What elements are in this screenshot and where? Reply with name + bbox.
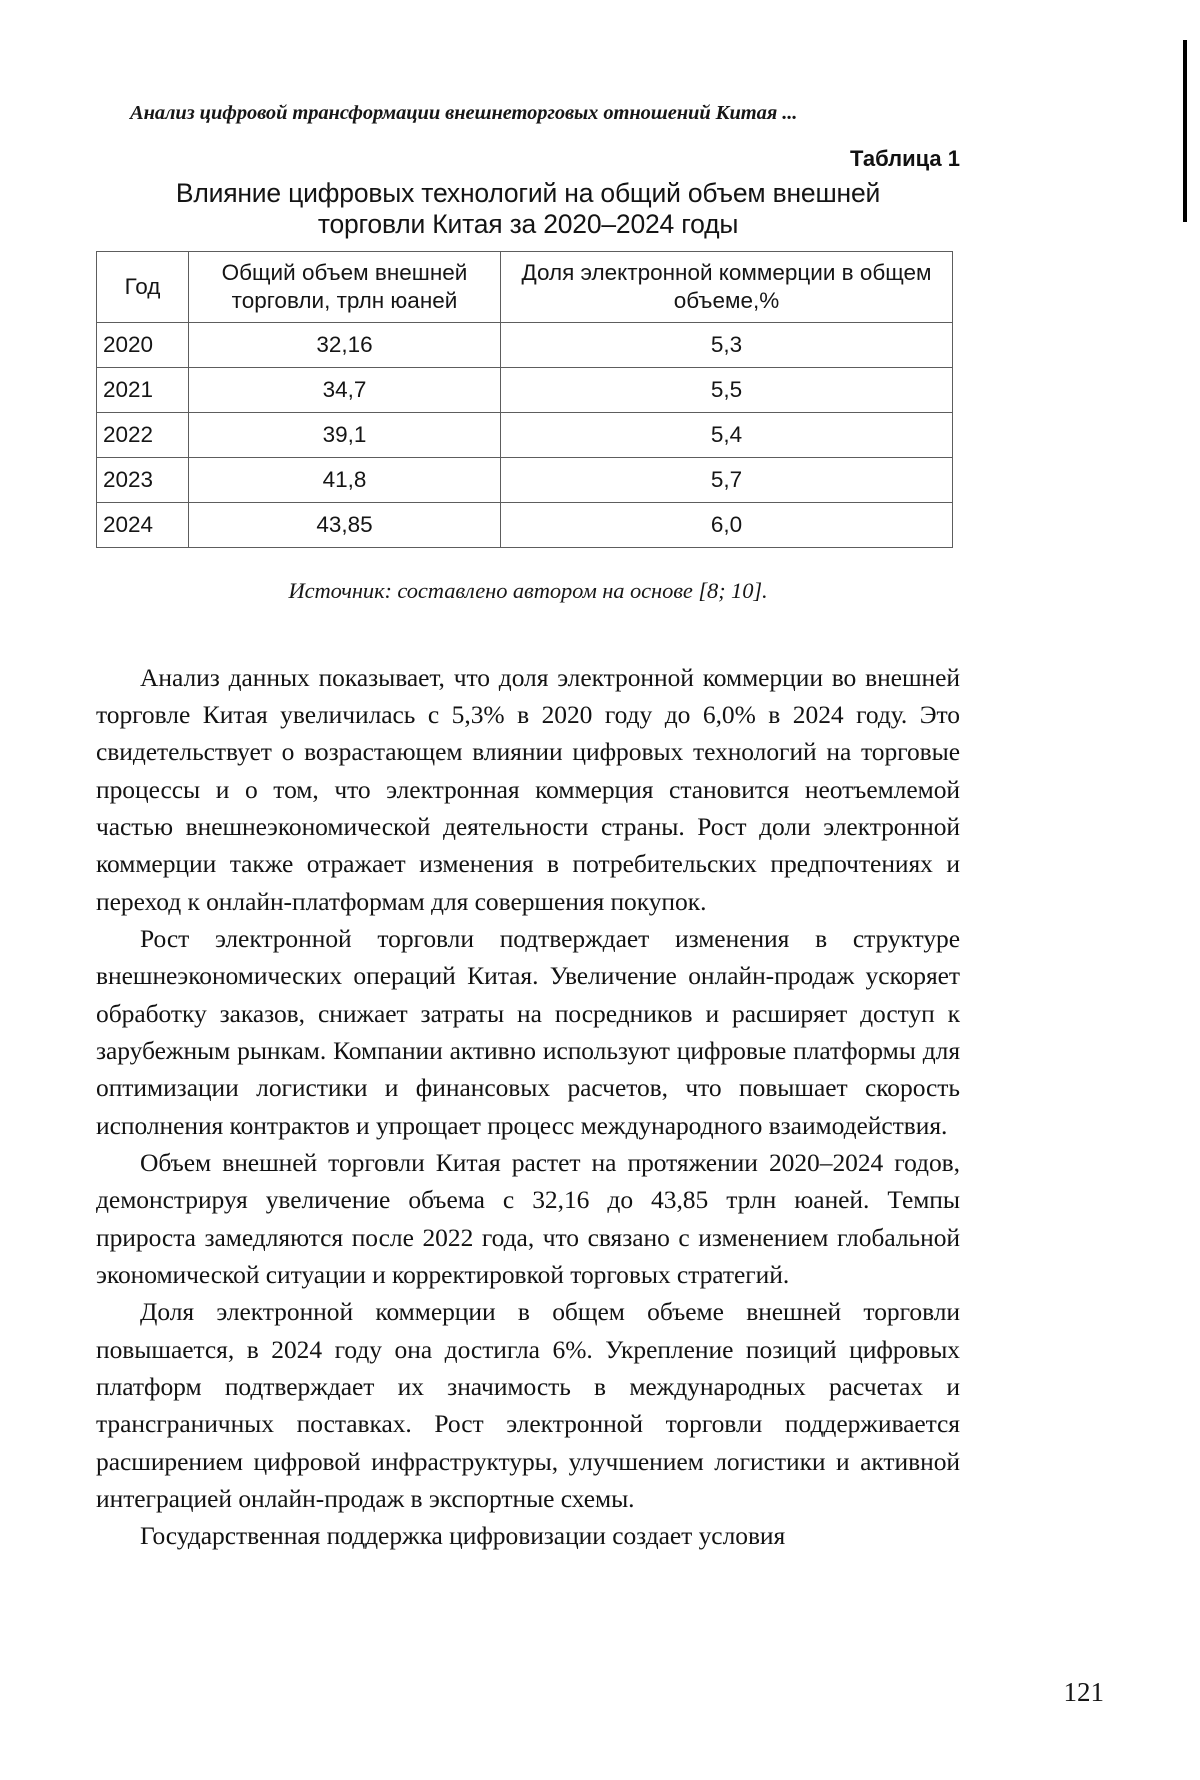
table-row: 2020 32,16 5,3 [96, 321, 953, 368]
trade-data-table: Год Общий объем внешней торговли, трлн ю… [96, 250, 953, 548]
column-header-year: Год [96, 250, 189, 323]
page-content: Анализ цифровой трансформации внешнеторг… [96, 0, 960, 1555]
column-header-volume-line-2: торговли, трлн юаней [231, 287, 458, 313]
cell-volume: 34,7 [188, 366, 501, 413]
table-title-line-2: торговли Китая за 2020–2024 годы [317, 208, 739, 239]
paragraph: Рост электронной торговли подтверждает и… [96, 923, 960, 1140]
running-head: Анализ цифровой трансформации внешнеторг… [130, 102, 798, 124]
cell-year: 2024 [96, 501, 189, 548]
cell-volume: 39,1 [188, 411, 501, 458]
column-header-share-line-1: Доля электронной коммерции в общем [521, 260, 932, 286]
cell-year: 2023 [96, 456, 189, 503]
table-source-note: Источник: составлено автором на основе [… [288, 577, 768, 603]
cell-year: 2021 [96, 366, 189, 413]
cell-share: 5,3 [500, 321, 953, 368]
table-row: 2023 41,8 5,7 [96, 456, 953, 503]
cell-share: 5,7 [500, 456, 953, 503]
cell-volume: 41,8 [188, 456, 501, 503]
cell-year: 2020 [96, 321, 189, 368]
paragraph: Объем внешней торговли Китая растет на п… [96, 1148, 960, 1290]
table-title: Влияние цифровых технологий на общий объ… [96, 178, 960, 240]
cell-share: 6,0 [500, 501, 953, 548]
table-number-label: Таблица 1 [849, 145, 960, 171]
column-header-volume: Общий объем внешней торговли, трлн юаней [188, 250, 501, 323]
cell-year: 2022 [96, 411, 189, 458]
table-row: 2024 43,85 6,0 [96, 501, 953, 548]
paragraph: Анализ данных показывает, что доля элект… [96, 662, 960, 916]
cell-volume: 32,16 [188, 321, 501, 368]
paragraph: Государственная поддержка цифровизации с… [140, 1521, 786, 1551]
column-header-share-line-2: объеме,% [673, 287, 780, 313]
table-row: 2021 34,7 5,5 [96, 366, 953, 413]
cell-volume: 43,85 [188, 501, 501, 548]
page-edge-rule [1183, 40, 1187, 222]
column-header-share: Доля электронной коммерции в общем объем… [500, 250, 953, 323]
paragraph: Доля электронной коммерции в общем объем… [96, 1297, 960, 1514]
column-header-volume-line-1: Общий объем внешней [221, 260, 468, 286]
table-header-row: Год Общий объем внешней торговли, трлн ю… [96, 250, 953, 323]
table-title-line-1: Влияние цифровых технологий на общий объ… [175, 177, 881, 208]
page-number: 121 [1063, 1677, 1105, 1707]
table-row: 2022 39,1 5,4 [96, 411, 953, 458]
cell-share: 5,4 [500, 411, 953, 458]
cell-share: 5,5 [500, 366, 953, 413]
body-text: Анализ данных показывает, что доля элект… [96, 659, 960, 1555]
